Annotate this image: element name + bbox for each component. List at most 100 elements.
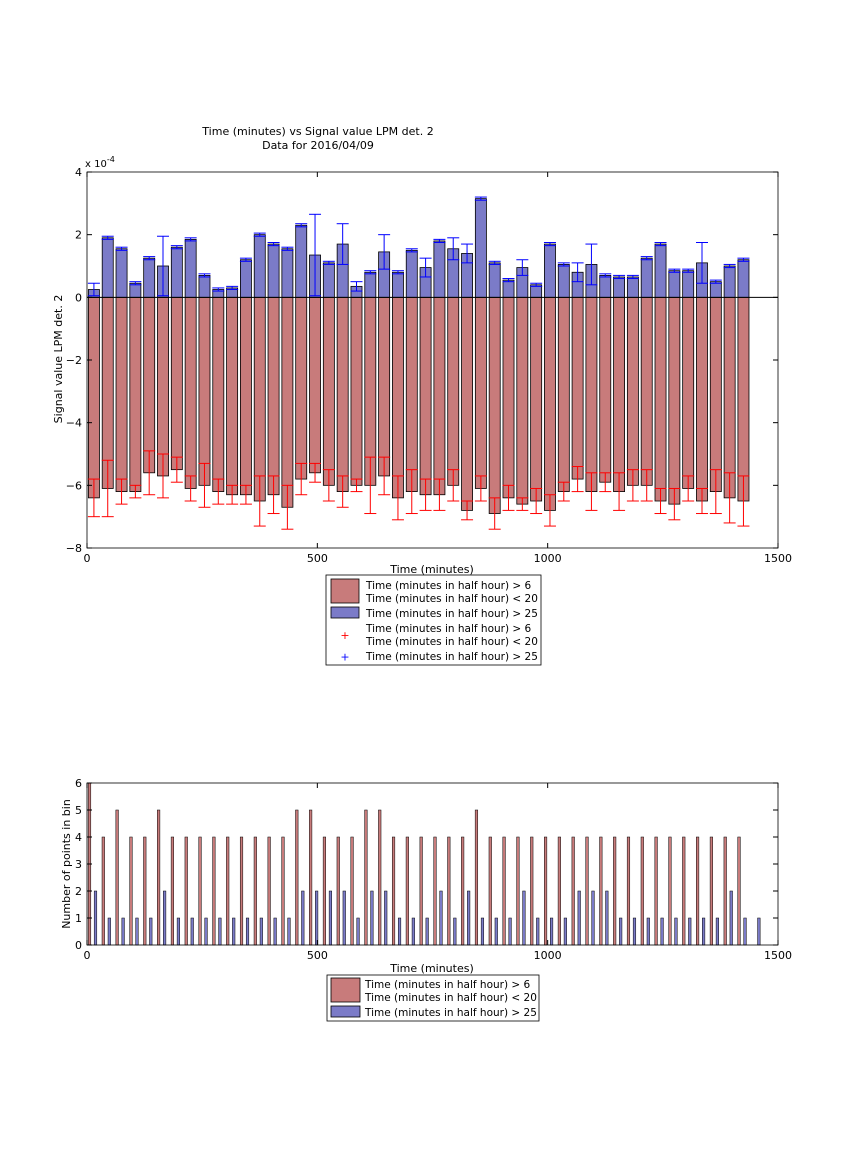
legend-marker: +: [340, 651, 349, 664]
bar: [281, 248, 294, 298]
bar: [405, 249, 418, 298]
bar: [350, 296, 363, 486]
top-y-axis-label: Signal value LPM det. 2: [52, 295, 65, 424]
legend-marker: +: [340, 629, 349, 642]
count-bar: [157, 809, 161, 946]
bar: [115, 296, 128, 493]
count-bar: [163, 890, 167, 946]
count-bar: [729, 890, 733, 946]
bar: [737, 259, 750, 298]
bar: [696, 296, 708, 502]
count-bar: [190, 917, 194, 946]
count-bar: [342, 890, 346, 946]
count-bar: [688, 917, 692, 946]
count-bar: [170, 836, 174, 946]
count-bar: [563, 917, 567, 946]
legend-swatch: [330, 578, 360, 604]
count-bar: [571, 836, 575, 946]
count-bar: [467, 890, 471, 946]
bar: [557, 264, 570, 298]
count-bar: [364, 809, 368, 946]
bar: [682, 270, 695, 298]
bar: [433, 240, 446, 298]
count-bar: [212, 836, 216, 946]
bar: [668, 270, 681, 298]
count-bar: [378, 809, 382, 946]
bar: [129, 282, 142, 298]
count-bar: [281, 836, 285, 946]
bar: [226, 296, 239, 496]
y-tick-label: 5: [75, 804, 82, 817]
bar: [474, 296, 487, 489]
bar: [640, 296, 653, 486]
count-bar: [411, 917, 415, 946]
top-y-exponent: x 10-4: [85, 155, 115, 170]
bar: [737, 296, 750, 502]
count-bar: [550, 917, 554, 946]
count-bar: [309, 809, 313, 946]
count-bar: [287, 917, 291, 946]
count-bar: [356, 917, 360, 946]
y-tick-label: −4: [66, 417, 82, 430]
count-bar: [253, 836, 257, 946]
y-tick-label: −2: [66, 354, 82, 367]
legend-label: Time (minutes in half hour) > 6: [365, 623, 532, 635]
bar: [488, 296, 501, 514]
legend-swatch: [330, 606, 360, 619]
bar: [198, 274, 211, 298]
count-bar: [433, 836, 437, 946]
count-bar: [350, 836, 354, 946]
count-bar: [737, 836, 741, 946]
count-bar: [295, 809, 299, 946]
count-bar: [328, 890, 332, 946]
top-chart-subtitle: Data for 2016/04/09: [262, 139, 374, 152]
bar: [170, 246, 183, 298]
count-bar: [149, 917, 153, 946]
count-bar: [176, 917, 180, 946]
bar: [447, 296, 460, 486]
bar: [378, 296, 391, 477]
count-bar: [536, 917, 540, 946]
count-bar: [668, 836, 672, 946]
bar: [267, 296, 280, 496]
bar: [336, 296, 349, 493]
count-bar: [613, 836, 617, 946]
count-bar: [143, 836, 147, 946]
count-bar: [198, 836, 202, 946]
bar: [599, 296, 612, 483]
count-bar: [626, 836, 631, 946]
count-bar: [522, 890, 526, 946]
count-bar: [129, 836, 133, 946]
count-bar: [660, 917, 664, 946]
x-tick-label: 0: [84, 949, 91, 962]
bar: [654, 296, 667, 502]
y-tick-label: 3: [75, 858, 82, 871]
bar: [115, 248, 128, 298]
count-bar: [439, 890, 443, 946]
top-x-axis-label: Time (minutes): [389, 563, 474, 576]
y-tick-label: 2: [75, 229, 82, 242]
count-bar: [115, 809, 119, 946]
count-bar: [757, 917, 761, 946]
count-bar: [494, 917, 498, 946]
bar: [253, 234, 266, 298]
count-bar: [397, 917, 402, 946]
count-bar: [384, 890, 388, 946]
bar: [723, 265, 736, 298]
count-bar: [646, 917, 650, 946]
count-bar: [204, 917, 208, 946]
top-chart-title: Time (minutes) vs Signal value LPM det. …: [201, 125, 433, 138]
bar: [709, 281, 722, 298]
axes-box: [86, 782, 779, 946]
bottom-y-axis-label: Number of points in bin: [60, 799, 73, 929]
bar: [668, 296, 681, 505]
count-bar: [425, 917, 429, 946]
x-tick-label: 0: [84, 552, 91, 565]
bar: [157, 296, 169, 477]
bar: [433, 296, 446, 496]
legend-box: [326, 974, 540, 1022]
bar: [253, 296, 266, 502]
count-bar: [544, 836, 548, 946]
